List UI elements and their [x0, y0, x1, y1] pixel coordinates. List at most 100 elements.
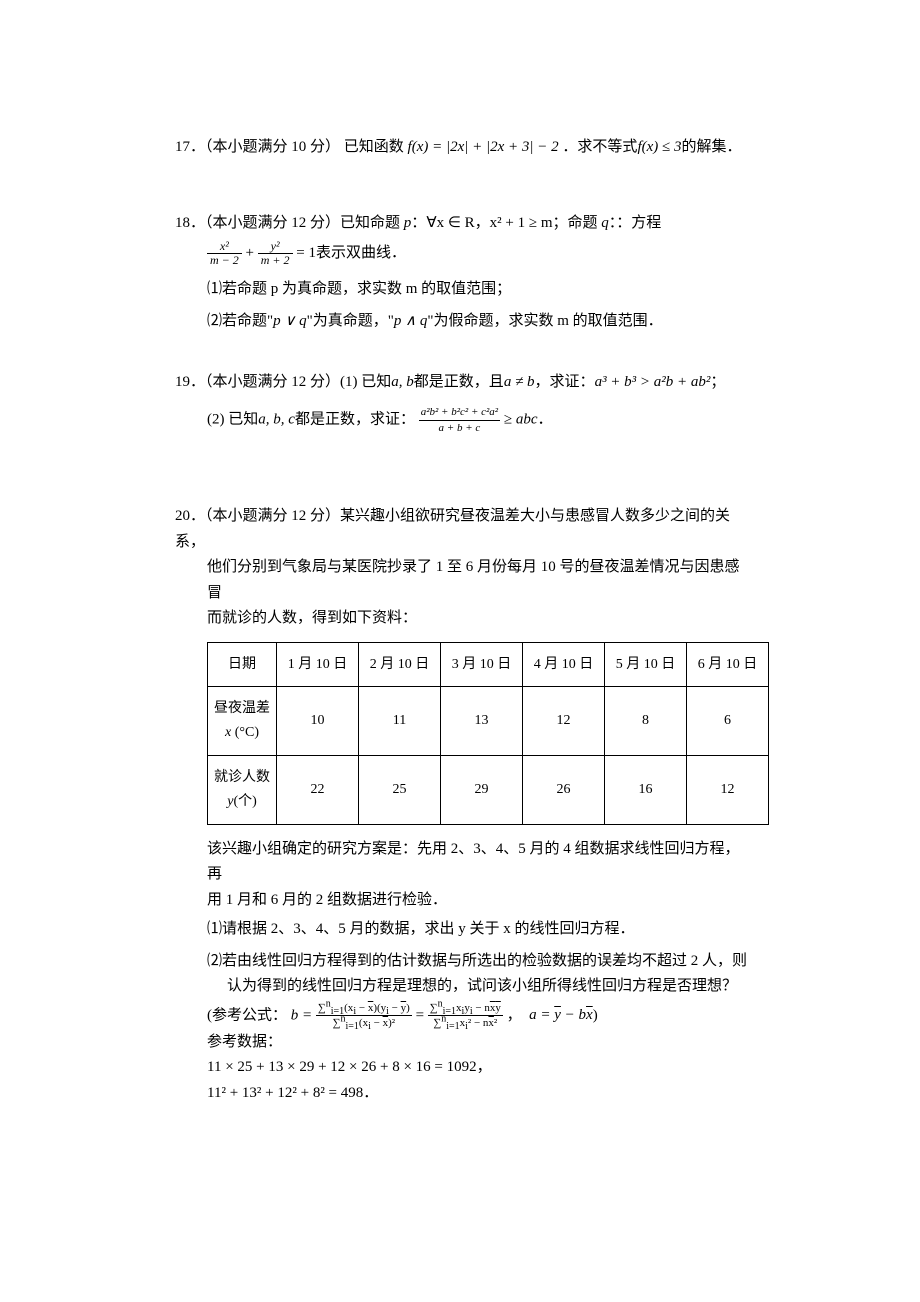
text: 用 1 月和 6 月的 2 组数据进行检验． — [207, 888, 750, 914]
text: ， — [507, 1007, 522, 1023]
table-cell: 6 月 10 日 — [687, 642, 769, 687]
text: 已知命题 — [340, 215, 404, 231]
text: 他们分别到气象局与某医院抄录了 1 至 6 月份每月 10 号的昼夜温差情况与因… — [207, 555, 750, 606]
table-cell: 12 — [523, 687, 605, 756]
frac-den: a + b + c — [419, 421, 500, 435]
table-cell: 5 月 10 日 — [605, 642, 687, 687]
frac-den: m + 2 — [258, 254, 293, 267]
subpart-2: (2) 已知a, b, c都是正数，求证： a²b² + b²c² + c²a²… — [207, 406, 750, 434]
fraction: ∑ni=1xiyi − nxy ∑ni=1xi² − nx² — [428, 1002, 503, 1030]
text: 若由线性回归方程得到的估计数据与所选出的检验数据的误差均不超过 2 人，则 — [222, 953, 747, 969]
fraction: a²b² + b²c² + c²a² a + b + c — [419, 406, 500, 434]
problem-intro: （本小题满分 12 分） — [205, 215, 340, 231]
table-cell: 26 — [523, 756, 605, 825]
text: 的解集． — [682, 139, 742, 155]
frac-num: ∑ni=1(xi − x)(yi − y) — [316, 1002, 412, 1017]
frac-num: ∑ni=1xiyi − nxy — [428, 1002, 503, 1017]
sub-label: ⑴ — [207, 921, 222, 937]
table-cell: 8 — [605, 687, 687, 756]
table-cell: 22 — [277, 756, 359, 825]
math: p ∧ q — [394, 313, 427, 329]
math: ∀x ∈ R，x² + 1 ≥ m — [426, 215, 552, 231]
subpart-1: ⑴请根据 2、3、4、5 月的数据，求出 y 关于 x 的线性回归方程． — [207, 917, 750, 943]
text: 已知 — [358, 374, 392, 390]
math: f(x) = |2x| + |2x + 3| − 2 — [408, 139, 559, 155]
text: ； — [710, 374, 725, 390]
text: (参考公式： — [207, 1007, 287, 1023]
math: p ∨ q — [273, 313, 306, 329]
text: ． — [363, 1085, 378, 1101]
math: a ≠ b — [504, 374, 535, 390]
problem-18: 18．（本小题满分 12 分）已知命题 p：∀x ∈ R，x² + 1 ≥ m；… — [175, 211, 750, 335]
math: a, b — [391, 374, 414, 390]
math: 11² + 13² + 12² + 8² = 498 — [207, 1085, 363, 1101]
equation-line: x² m − 2 + y² m + 2 = 1表示双曲线． — [207, 240, 750, 267]
fraction: x² m − 2 — [207, 240, 242, 267]
frac-den: ∑ni=1(xi − x)² — [316, 1016, 412, 1030]
problem-intro: （本小题满分 12 分） — [205, 374, 340, 390]
table-cell: 16 — [605, 756, 687, 825]
table-cell: 12 — [687, 756, 769, 825]
text: 已知函数 — [344, 139, 408, 155]
text: 已知 — [225, 411, 259, 427]
table-cell: 13 — [441, 687, 523, 756]
problem-20: 20．（本小题满分 12 分）某兴趣小组欲研究昼夜温差大小与患感冒人数多少之间的… — [175, 504, 750, 1106]
table-header: 日期 — [208, 642, 277, 687]
math: a = y − bx — [529, 1007, 593, 1023]
frac-den: ∑ni=1xi² − nx² — [428, 1016, 503, 1030]
text: ) — [593, 1007, 598, 1023]
subpart-1: ⑴若命题 p 为真命题，求实数 m 的取值范围； — [207, 277, 750, 303]
frac-den: m − 2 — [207, 254, 242, 267]
text: ． — [538, 411, 553, 427]
table-cell: 1 月 10 日 — [277, 642, 359, 687]
subpart-2: ⑵若由线性回归方程得到的估计数据与所选出的检验数据的误差均不超过 2 人，则 — [207, 949, 750, 975]
table-cell: 11 — [359, 687, 441, 756]
reference-data-label: 参考数据： — [207, 1030, 750, 1056]
plus: + — [242, 245, 258, 261]
math: ≥ abc — [500, 411, 537, 427]
text: 若命题" — [222, 313, 273, 329]
text: ：方程 — [616, 215, 661, 231]
sub-label: (1) — [340, 374, 358, 390]
text: ；命题 — [553, 215, 602, 231]
fraction: y² m + 2 — [258, 240, 293, 267]
reference-data-2: 11² + 13² + 12² + 8² = 498． — [207, 1081, 750, 1107]
frac-num: a²b² + b²c² + c²a² — [419, 406, 500, 421]
sub-label: ⑵ — [207, 313, 222, 329]
text: 都是正数，求证： — [295, 411, 415, 427]
var-q: q — [601, 215, 609, 231]
sub-label: (2) — [207, 411, 225, 427]
table-row: 就诊人数y(个) 22 25 29 26 16 12 — [208, 756, 769, 825]
frac-num: y² — [258, 240, 293, 254]
text: "为真命题，" — [307, 313, 394, 329]
math: a, b, c — [258, 411, 295, 427]
table-cell: 6 — [687, 687, 769, 756]
frac-num: x² — [207, 240, 242, 254]
text: 表示双曲线． — [316, 245, 406, 261]
problem-intro: （本小题满分 10 分） — [205, 139, 340, 155]
text: 而就诊的人数，得到如下资料： — [207, 606, 750, 632]
math: 11 × 25 + 13 × 29 + 12 × 26 + 8 × 16 = 1… — [207, 1059, 477, 1075]
table-header: 就诊人数y(个) — [208, 756, 277, 825]
text: ， — [477, 1059, 492, 1075]
sub-text: 若命题 p 为真命题，求实数 m 的取值范围； — [222, 281, 511, 297]
table-header: 昼夜温差x (°C) — [208, 687, 277, 756]
text: "为假命题，求实数 m 的取值范围． — [427, 313, 662, 329]
problem-19: 19．（本小题满分 12 分）(1) 已知a, b都是正数，且a ≠ b，求证：… — [175, 370, 750, 434]
math: b = — [291, 1007, 316, 1023]
subpart-2: ⑵若命题"p ∨ q"为真命题，"p ∧ q"为假命题，求实数 m 的取值范围． — [207, 309, 750, 335]
text: ，求证： — [535, 374, 595, 390]
table-cell: 10 — [277, 687, 359, 756]
problem-17: 17．（本小题满分 10 分） 已知函数 f(x) = |2x| + |2x +… — [175, 135, 750, 161]
problem-number: 19． — [175, 374, 205, 390]
math: f(x) ≤ 3 — [637, 139, 681, 155]
text: 请根据 2、3、4、5 月的数据，求出 y 关于 x 的线性回归方程． — [222, 921, 635, 937]
table-row: 昼夜温差x (°C) 10 11 13 12 8 6 — [208, 687, 769, 756]
text: 认为得到的线性回归方程是理想的，试问该小组所得线性回归方程是否理想？ — [227, 974, 750, 1000]
text: ．求不等式 — [562, 139, 637, 155]
table-cell: 25 — [359, 756, 441, 825]
table-cell: 3 月 10 日 — [441, 642, 523, 687]
reference-formula: (参考公式： b = ∑ni=1(xi − x)(yi − y) ∑ni=1(x… — [207, 1002, 750, 1030]
equals: = 1 — [293, 245, 316, 261]
data-table: 日期 1 月 10 日 2 月 10 日 3 月 10 日 4 月 10 日 5… — [207, 642, 769, 825]
